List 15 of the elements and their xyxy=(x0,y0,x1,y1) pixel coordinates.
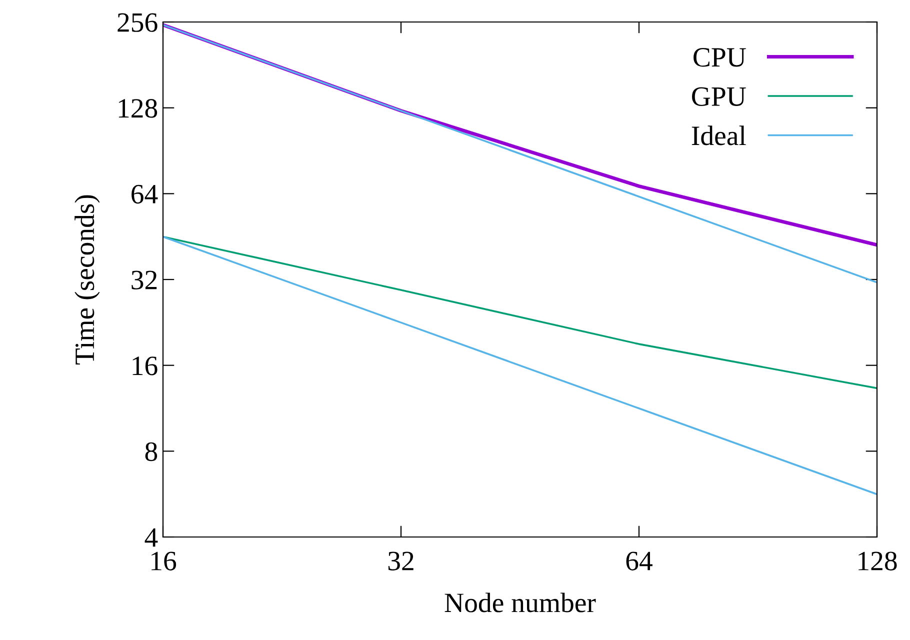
x-tick-label: 32 xyxy=(388,552,414,570)
y-tick-label: 32 xyxy=(132,270,157,290)
x-tick-label: 128 xyxy=(858,552,897,570)
x-tick-label: 64 xyxy=(626,552,652,570)
y-tick-label: 256 xyxy=(118,13,158,32)
legend-label: Ideal xyxy=(692,126,746,146)
y-tick-label: 64 xyxy=(132,184,158,204)
x-axis-title: Node number xyxy=(444,592,596,612)
y-tick-label: 8 xyxy=(145,442,158,462)
legend-label: GPU xyxy=(692,87,746,106)
y-tick-label: 4 xyxy=(144,528,158,547)
y-axis-title: Time (seconds) xyxy=(74,195,100,365)
legend-label: CPU xyxy=(694,48,746,67)
y-tick-label: 16 xyxy=(132,356,158,376)
y-tick-label: 128 xyxy=(118,99,158,118)
